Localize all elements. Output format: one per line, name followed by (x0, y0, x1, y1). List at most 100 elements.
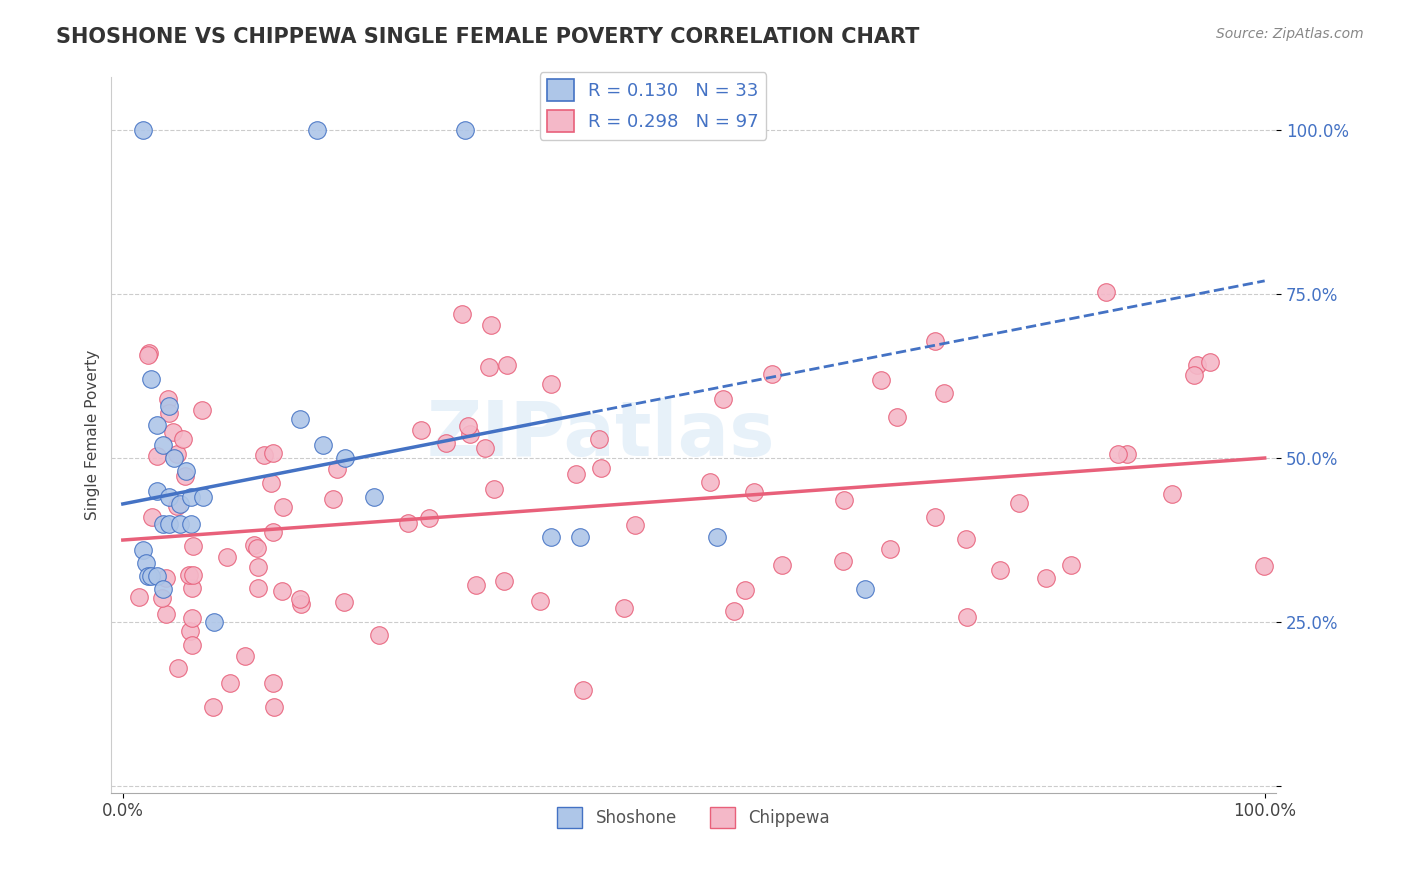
Point (162, 425, 184, 439)
Point (479, 318, 502, 332)
Point (311, 438, 333, 452)
Point (831, 554, 853, 568)
Point (152, 516, 174, 531)
Point (219, 675, 242, 690)
Point (246, 559, 269, 574)
Point (177, 568, 200, 582)
Point (761, 367, 783, 381)
Point (180, 581, 202, 595)
Point (136, 348, 159, 362)
Point (482, 482, 505, 496)
Point (169, 516, 191, 531)
Point (1116, 447, 1139, 461)
Point (181, 611, 204, 625)
Point (1060, 558, 1083, 572)
Point (706, 530, 728, 544)
Point (288, 591, 311, 606)
Point (174, 468, 197, 483)
Point (588, 432, 610, 446)
Point (613, 601, 636, 615)
Point (1160, 486, 1182, 500)
Point (458, 426, 481, 441)
Point (132, 123, 155, 137)
Point (591, 460, 613, 475)
Point (181, 568, 204, 582)
Point (138, 346, 160, 360)
Point (247, 581, 270, 595)
Point (869, 373, 891, 387)
Point (157, 491, 180, 505)
Point (181, 539, 204, 553)
Point (478, 360, 501, 375)
Point (152, 438, 174, 452)
Point (191, 491, 214, 505)
Point (565, 467, 588, 482)
Point (180, 516, 202, 531)
Point (367, 627, 389, 641)
Point (723, 604, 745, 618)
Point (169, 497, 191, 511)
Point (201, 700, 224, 714)
Point (1253, 559, 1275, 574)
Point (132, 542, 155, 557)
Point (128, 590, 150, 604)
Point (181, 638, 204, 652)
Point (1199, 354, 1222, 368)
Point (886, 409, 908, 424)
Point (141, 569, 163, 583)
Y-axis label: Single Female Poverty: Single Female Poverty (86, 350, 100, 520)
Point (157, 399, 180, 413)
Point (540, 376, 562, 391)
Point (202, 615, 225, 629)
Point (146, 418, 169, 433)
Point (305, 123, 328, 137)
Point (246, 541, 269, 555)
Point (146, 483, 169, 498)
Point (263, 700, 285, 714)
Point (141, 372, 163, 386)
Text: ZIPatlas: ZIPatlas (426, 398, 775, 472)
Point (832, 493, 855, 508)
Point (288, 411, 311, 425)
Point (418, 511, 440, 525)
Point (853, 582, 876, 597)
Point (955, 532, 977, 546)
Point (1187, 358, 1209, 372)
Point (924, 510, 946, 524)
Point (270, 584, 292, 599)
Point (699, 475, 721, 490)
Point (363, 491, 385, 505)
Point (734, 583, 756, 598)
Point (1182, 368, 1205, 383)
Point (572, 683, 595, 698)
Point (335, 450, 357, 465)
Point (235, 648, 257, 663)
Point (141, 510, 163, 524)
Point (332, 595, 354, 609)
Point (262, 524, 284, 539)
Point (742, 485, 765, 500)
Point (540, 530, 562, 544)
Point (322, 491, 344, 506)
Point (1008, 496, 1031, 510)
Point (464, 578, 486, 592)
Point (879, 541, 901, 556)
Point (711, 392, 734, 407)
Point (136, 569, 159, 583)
Point (152, 582, 174, 597)
Point (624, 517, 647, 532)
Point (956, 610, 979, 624)
Point (924, 334, 946, 348)
Point (568, 530, 591, 544)
Point (179, 624, 201, 638)
Point (163, 450, 186, 465)
Point (135, 556, 157, 570)
Point (166, 500, 188, 514)
Point (155, 607, 177, 621)
Point (146, 569, 169, 583)
Point (157, 516, 180, 531)
Point (932, 386, 955, 401)
Point (253, 449, 276, 463)
Point (172, 432, 194, 446)
Point (174, 464, 197, 478)
